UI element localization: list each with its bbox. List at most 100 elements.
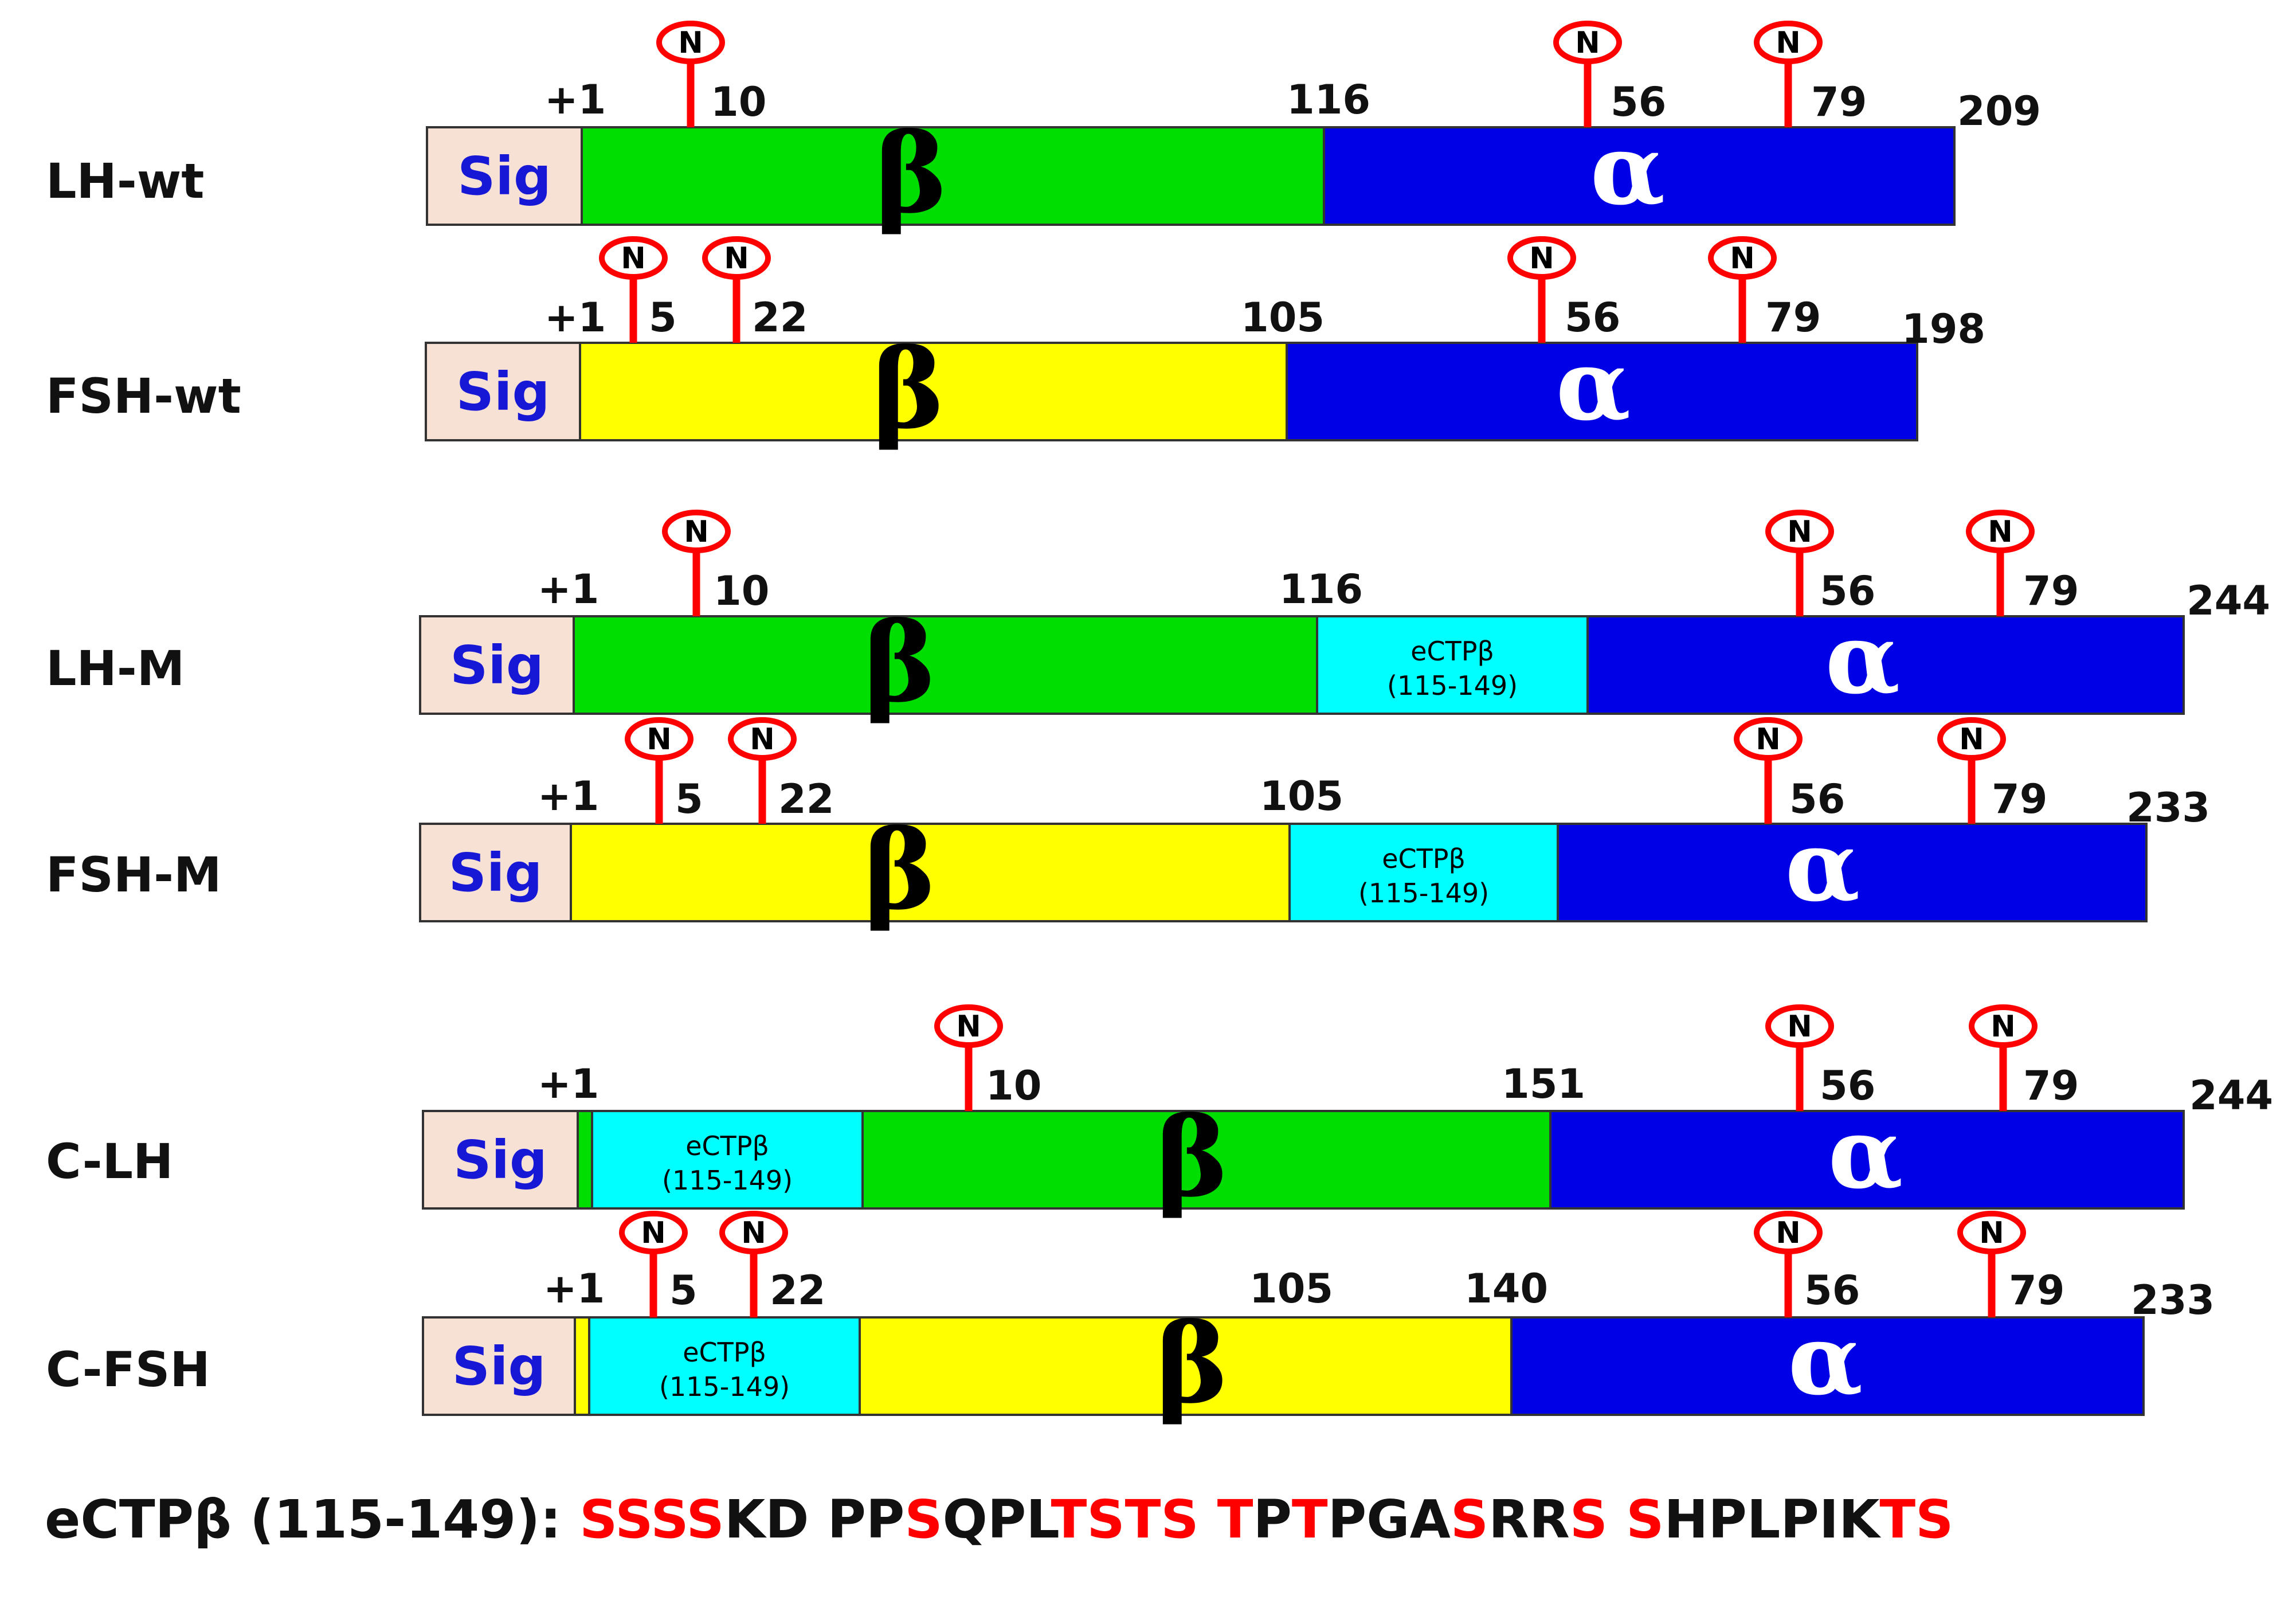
- glycan-n-label: N: [956, 1010, 981, 1044]
- glycosylation-site-number: 22: [770, 1267, 825, 1314]
- beta-label: β: [875, 109, 947, 237]
- glycosylation-site-lh-m-79: N 79: [1966, 510, 2079, 616]
- glycosylation-site-number: 10: [711, 79, 766, 126]
- glycosylation-site-fsh-wt-22: N22: [702, 236, 808, 343]
- glycosylation-site-fsh-m-79: N79: [1937, 717, 2047, 824]
- beta-label: β: [872, 325, 945, 453]
- sequence-label: eCTPβ (115-149):: [45, 1489, 562, 1550]
- residue-position-start: +1: [538, 566, 599, 613]
- glycosylation-site-fsh-wt-56: N 56: [1507, 236, 1620, 343]
- beta-subunit-segment: [577, 1110, 593, 1210]
- glycan-oval: [1765, 1004, 1834, 1048]
- glycan-oval: [1754, 1211, 1823, 1254]
- construct-label: LH-M: [46, 640, 185, 697]
- signal-peptide-segment: [419, 615, 575, 715]
- glycosylation-site-fsh-wt-5: N5: [599, 236, 677, 343]
- sequence-residues-highlighted: SSSS: [579, 1489, 724, 1550]
- glycan-n-label: N: [678, 26, 703, 60]
- construct-label: C-LH: [46, 1133, 173, 1190]
- beta-subunit-segment: [579, 342, 1288, 441]
- sequence-residues-highlighted: S: [904, 1489, 943, 1550]
- glycan-n-label: N: [1529, 241, 1554, 276]
- ectp-segment: [1288, 823, 1559, 922]
- glycan-n-label: N: [750, 722, 775, 757]
- sequence-residues: KD PP: [724, 1489, 905, 1550]
- sequence-residues-highlighted: S: [1450, 1489, 1489, 1550]
- beta-subunit-segment: [570, 823, 1291, 922]
- alpha-label: α: [1788, 1302, 1863, 1417]
- sequence-residues: PGA: [1327, 1489, 1451, 1550]
- glycosylation-site-c-fsh-56: N56: [1754, 1211, 1860, 1317]
- glycosylation-site-number: 22: [752, 294, 808, 341]
- residue-position-start: +1: [544, 294, 606, 341]
- glycan-n-label: N: [1979, 1216, 2004, 1250]
- glycan-oval: [625, 717, 693, 761]
- residue-position-end: 233: [2131, 1277, 2215, 1324]
- signal-peptide-label: Sig: [457, 146, 551, 207]
- glycan-n-label: N: [684, 515, 709, 549]
- alpha-subunit-segment: [1557, 823, 2148, 922]
- glycosylation-site-c-fsh-5: N5: [619, 1211, 698, 1317]
- beta-label: β: [1156, 1093, 1228, 1221]
- residue-position-end: 209: [1957, 88, 2041, 135]
- residue-position-start: +1: [544, 76, 606, 123]
- glycosylation-site-fsh-m-22: N22: [728, 717, 834, 824]
- construct-fsh-wt: FSH-wt Sig β α +1 105 198: [46, 294, 1985, 453]
- construct-label: FSH-M: [46, 847, 222, 903]
- glycan-oval: [702, 236, 771, 280]
- glycan-oval: [599, 236, 668, 280]
- glycosylation-site-number: 56: [1611, 79, 1666, 126]
- residue-position-end: 244: [2189, 1072, 2273, 1119]
- ectp-label: eCTPβ: [1410, 636, 1494, 667]
- glycan-oval: [1765, 510, 1834, 553]
- glycan-oval: [1553, 21, 1622, 64]
- glycan-n-label: N: [1787, 1010, 1812, 1044]
- ectp-segment: [591, 1110, 864, 1210]
- glycosylation-site-c-fsh-22: N22: [719, 1211, 825, 1317]
- glycan-oval: [1734, 717, 1803, 761]
- glycosylation-site-lh-wt-56: N 56: [1553, 21, 1666, 127]
- residue-position-start: +1: [543, 1265, 605, 1312]
- glycosylation-site-c-fsh-79: N79: [1957, 1211, 2064, 1317]
- alpha-label: α: [1828, 1096, 1903, 1211]
- ectp-label: eCTPβ: [683, 1337, 766, 1368]
- glycosylation-site-fsh-m-5: N5: [625, 717, 703, 824]
- glycan-oval: [1754, 21, 1823, 64]
- glycosylation-site-fsh-wt-79: N 79: [1708, 236, 1821, 343]
- glycan-n-label: N: [1776, 26, 1801, 60]
- glycan-oval: [619, 1211, 688, 1254]
- glycosylation-site-number: 56: [1820, 568, 1875, 615]
- glycosylation-site-number: 79: [2023, 568, 2079, 615]
- beta-label: β: [864, 598, 936, 726]
- glycosylation-site-number: 56: [1789, 776, 1845, 823]
- glycan-oval: [1937, 717, 2006, 761]
- alpha-subunit-segment: [1549, 1110, 2185, 1210]
- glycosylation-site-number: 79: [1992, 776, 2047, 823]
- glycosylation-site-lh-m-56: N56: [1765, 510, 1875, 616]
- glycosylation-site-number: 56: [1565, 294, 1620, 341]
- glycan-oval: [719, 1211, 788, 1254]
- construct-label: FSH-wt: [46, 368, 241, 424]
- ectp-range-label: (115-149): [659, 1371, 790, 1402]
- construct-lh-wt: LH-wt Sig β α +1 116 209: [46, 76, 2041, 237]
- construct-label: C-FSH: [46, 1341, 210, 1398]
- glycan-n-label: N: [741, 1216, 766, 1250]
- sequence-residues: QPL: [942, 1489, 1051, 1550]
- glycan-oval: [934, 1004, 1003, 1048]
- glycosylation-site-number: 5: [669, 1267, 698, 1314]
- residue-position-start: +1: [538, 1061, 599, 1108]
- sequence-residues: RR: [1488, 1489, 1570, 1550]
- glycosylation-site-lh-wt-10: N10: [656, 21, 766, 127]
- glycan-n-label: N: [621, 241, 646, 276]
- signal-peptide-segment: [425, 342, 581, 441]
- alpha-label: α: [1556, 328, 1631, 443]
- residue-position-boundary: 105: [1260, 773, 1343, 820]
- glycan-n-label: N: [1787, 515, 1812, 549]
- residue-position-start: +1: [538, 773, 599, 820]
- residue-position-end: 244: [2187, 577, 2270, 624]
- signal-peptide-label: Sig: [456, 361, 550, 422]
- glycan-n-label: N: [1730, 241, 1755, 276]
- construct-lh-m: LH-M Sig β α eCTPβ(115-149) +1 116 244: [46, 566, 2270, 726]
- glycosylation-site-lh-wt-79: N 79: [1754, 21, 1867, 127]
